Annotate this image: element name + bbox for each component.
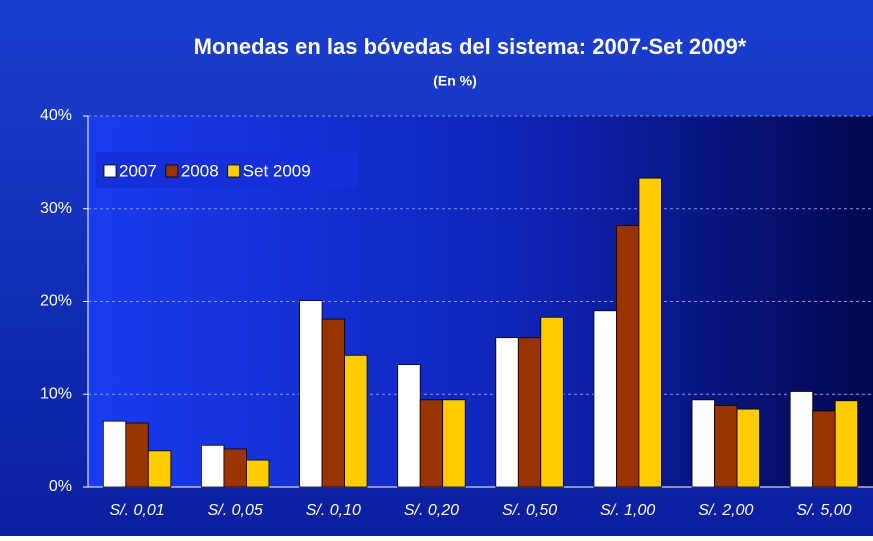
bar — [691, 399, 715, 488]
y-tick-label: 0% — [49, 478, 72, 495]
bar — [246, 459, 270, 488]
bar — [419, 399, 444, 488]
legend-swatch — [165, 164, 179, 178]
bar — [736, 408, 760, 488]
legend-label: 2007 — [119, 161, 157, 180]
bar — [147, 450, 172, 488]
bar — [321, 318, 345, 488]
x-tick-label: S/. 2,00 — [698, 502, 753, 519]
legend-box — [96, 152, 358, 188]
bar — [789, 391, 814, 488]
bar — [593, 310, 617, 488]
x-tick-label: S/. 0,10 — [306, 502, 361, 519]
bar — [299, 300, 323, 488]
legend-label: 2008 — [181, 161, 219, 180]
y-tick-label: 40% — [40, 107, 72, 124]
y-tick-label: 10% — [40, 385, 72, 402]
x-tick-label: S/. 0,05 — [208, 502, 263, 519]
x-tick-label: S/. 0,50 — [502, 502, 557, 519]
y-tick-label: 20% — [40, 293, 72, 310]
x-tick-label: S/. 5,00 — [796, 502, 851, 519]
legend-label: Set 2009 — [243, 161, 311, 180]
bar — [495, 337, 519, 488]
bar — [344, 354, 368, 488]
bar — [397, 364, 421, 488]
bar — [616, 225, 640, 488]
y-tick-label: 30% — [40, 200, 72, 217]
legend-swatch — [227, 164, 241, 178]
bar — [638, 177, 662, 488]
bar — [442, 399, 466, 488]
chart-title: Monedas en las bóvedas del sistema: 2007… — [194, 34, 747, 59]
bar — [125, 422, 149, 488]
bar — [812, 410, 836, 488]
bar — [834, 400, 859, 488]
bar — [102, 420, 127, 488]
legend-swatch — [103, 164, 117, 178]
chart-subtitle: (En %) — [433, 73, 477, 89]
bar — [517, 337, 542, 488]
bar — [714, 404, 738, 488]
x-tick-label: S/. 0,20 — [404, 502, 459, 519]
bar — [201, 444, 225, 488]
bar — [540, 316, 564, 488]
bar — [223, 448, 247, 488]
x-tick-label: S/. 1,00 — [600, 502, 655, 519]
x-tick-label: S/. 0,01 — [109, 502, 164, 519]
